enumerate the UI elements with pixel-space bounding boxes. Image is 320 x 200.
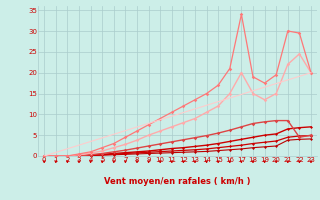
X-axis label: Vent moyen/en rafales ( km/h ): Vent moyen/en rafales ( km/h ) [104,177,251,186]
